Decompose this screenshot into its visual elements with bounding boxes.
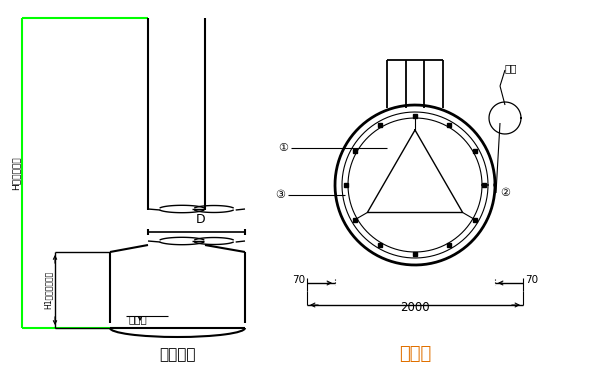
Text: 桩截面: 桩截面	[399, 345, 431, 363]
Text: ③: ③	[275, 190, 285, 200]
Text: 70: 70	[525, 275, 538, 285]
Text: H1（入岩深度）: H1（入岩深度）	[44, 271, 53, 309]
Text: 焊接: 焊接	[505, 63, 517, 73]
Text: D: D	[196, 213, 206, 226]
Text: 桩身大样: 桩身大样	[160, 348, 196, 362]
Text: ①: ①	[278, 143, 288, 153]
Text: ②: ②	[500, 188, 510, 198]
Text: 持力层: 持力层	[128, 314, 147, 324]
Text: H（桩身长）: H（桩身长）	[12, 156, 20, 190]
Text: 70: 70	[292, 275, 305, 285]
Text: 2000: 2000	[400, 301, 430, 314]
